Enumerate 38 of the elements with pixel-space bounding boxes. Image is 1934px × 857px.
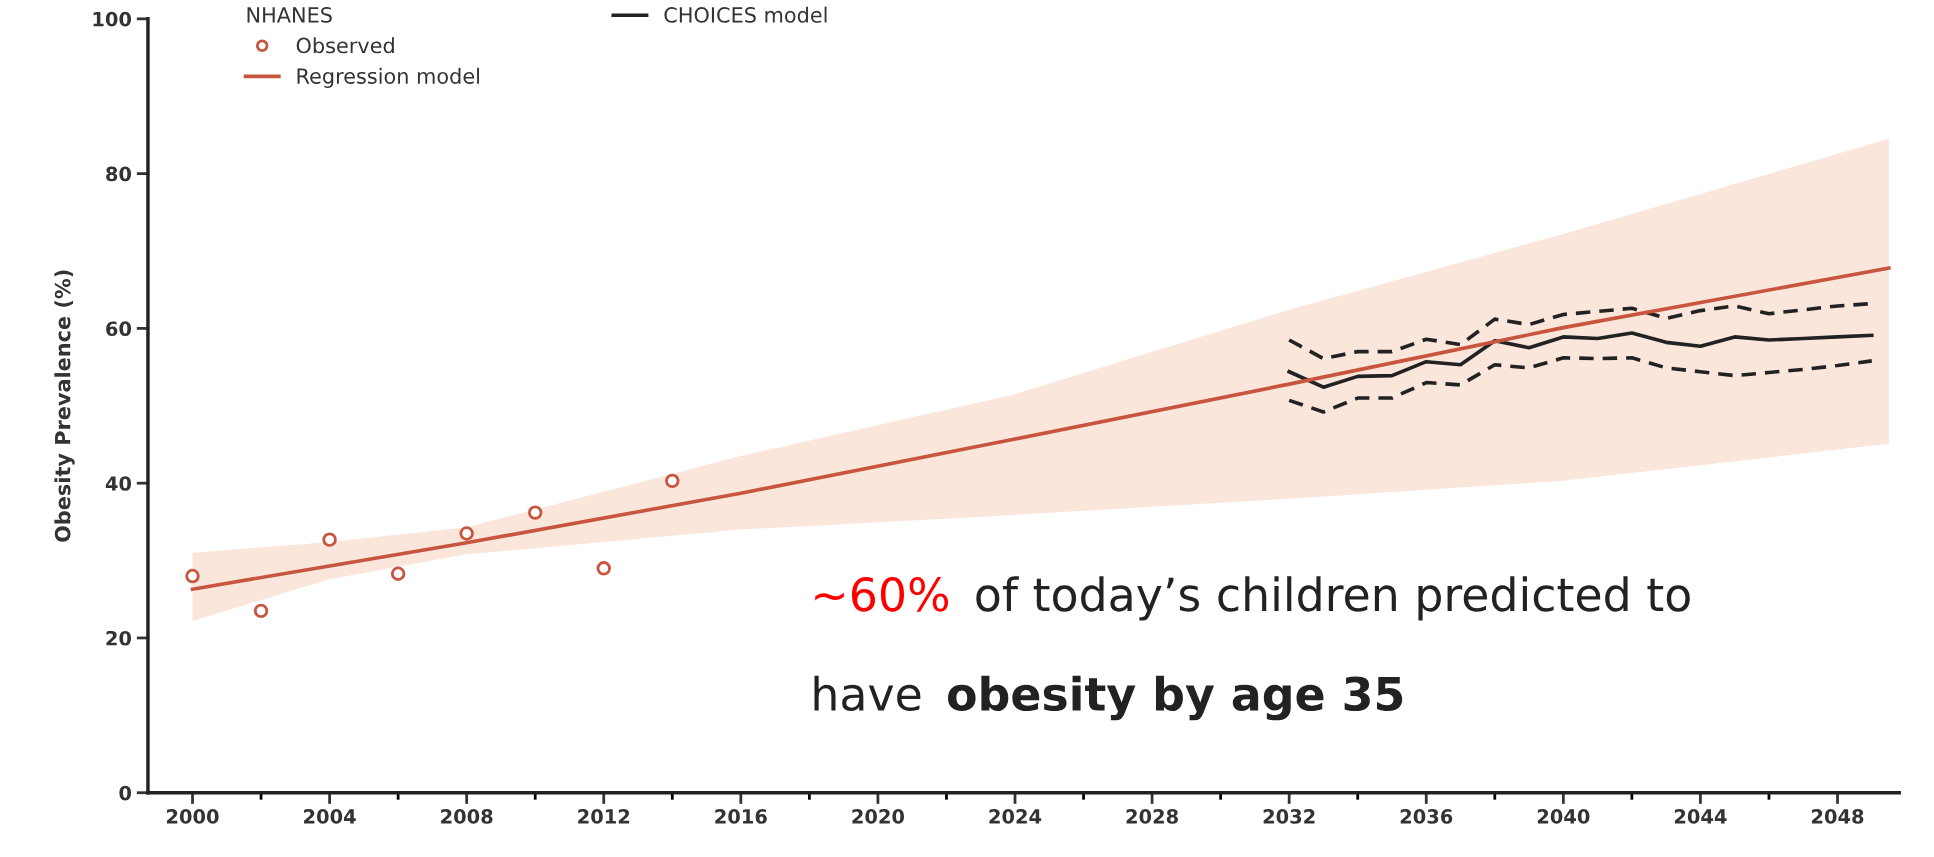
x-tick-label: 2040 xyxy=(1537,809,1590,824)
x-tick-label: 2028 xyxy=(1126,809,1178,824)
point xyxy=(185,568,200,584)
line-series xyxy=(1287,356,1874,414)
legend-label: CHOICES model xyxy=(664,6,827,23)
annotation: of today’s children predicted to xyxy=(976,576,1690,621)
x-tick-label: 2008 xyxy=(441,809,493,824)
legend-label: Regression model xyxy=(297,67,479,88)
x-tick-label: 2020 xyxy=(852,809,905,824)
y-tick-label: 0 xyxy=(119,785,132,801)
point xyxy=(596,561,611,576)
y-tick-label: 40 xyxy=(105,476,132,491)
x-tick-label: 2048 xyxy=(1811,809,1864,824)
x-tick-label: 2036 xyxy=(1400,809,1453,824)
y-axis-title: Obesity Prevalence (%) xyxy=(54,270,75,542)
y-tick-label: 20 xyxy=(106,630,132,646)
x-tick-label: 2016 xyxy=(715,809,767,824)
x-tick-label: 2012 xyxy=(578,809,630,824)
legend-label: Observed xyxy=(296,37,394,54)
x-tick-label: 2044 xyxy=(1674,809,1727,824)
x-tick-label: 2000 xyxy=(166,809,219,824)
annotation: have xyxy=(814,675,921,712)
x-tick-label: 2032 xyxy=(1263,809,1315,824)
x-tick-label: 2024 xyxy=(989,809,1042,824)
x-tick-label: 2004 xyxy=(304,809,356,824)
line-series xyxy=(1287,331,1874,390)
point xyxy=(253,603,269,619)
annotation: obesity by age 35 xyxy=(948,675,1403,721)
y-tick-label: 80 xyxy=(106,166,132,182)
y-tick-label: 60 xyxy=(106,321,132,337)
y-tick-label: 100 xyxy=(93,11,132,27)
point xyxy=(390,566,406,581)
point xyxy=(528,505,543,520)
point xyxy=(322,532,337,547)
point xyxy=(665,473,680,489)
legend-title: NHANES xyxy=(247,7,332,23)
annotation: ~60% xyxy=(815,577,949,612)
point xyxy=(459,526,474,541)
